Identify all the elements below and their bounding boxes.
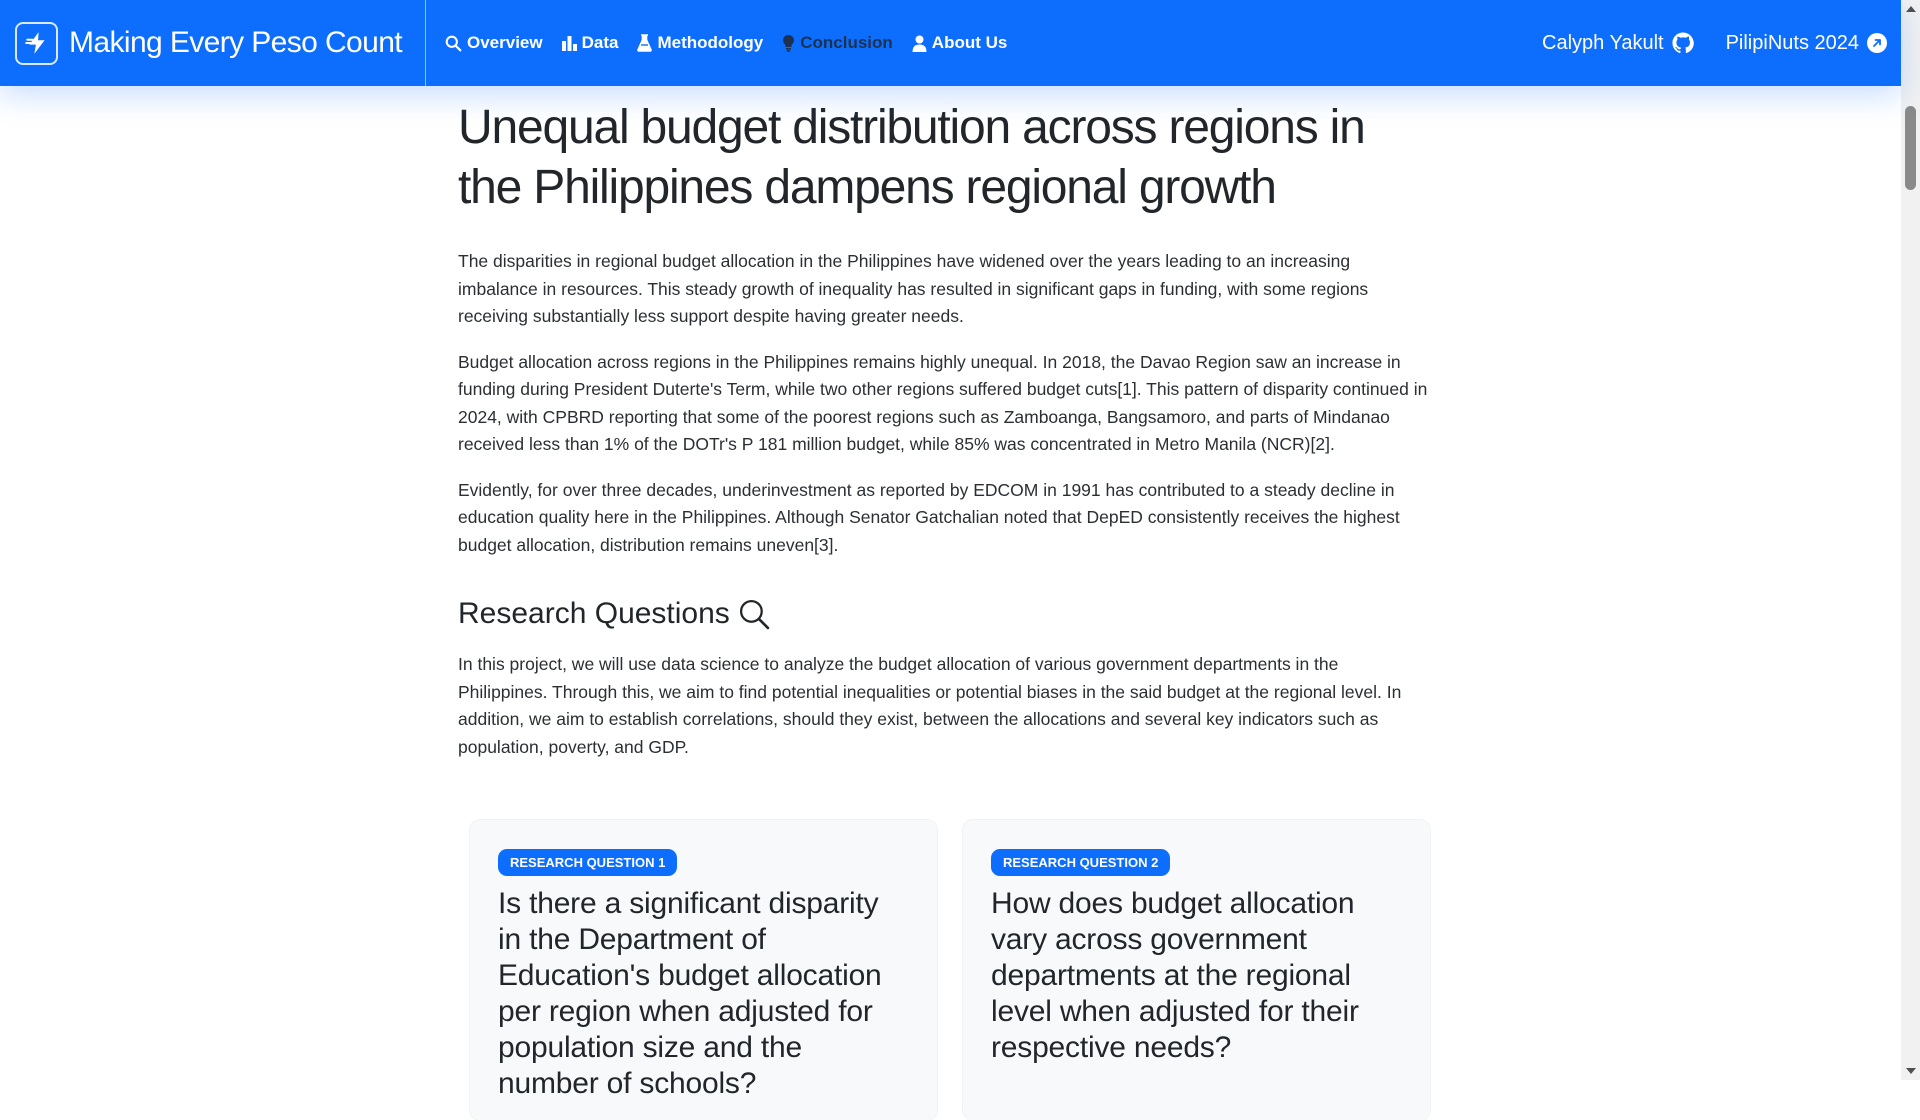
research-question-text-2: How does budget allocation vary across g… — [991, 887, 1359, 1064]
scroll-thumb[interactable] — [1905, 106, 1916, 190]
intro-paragraph-3: Evidently, for over three decades, under… — [458, 479, 1400, 555]
intro-paragraph-2: Budget allocation across regions in the … — [458, 351, 1428, 455]
github-link[interactable]: Calyph Yakult — [1542, 32, 1694, 55]
pilipinuts-link[interactable]: PilipiNuts 2024 — [1726, 32, 1887, 55]
research-questions-intro: In this project, we will use data scienc… — [458, 654, 1402, 757]
brand-name: Making Every Peso Count — [69, 26, 403, 59]
research-questions-heading-text: Research Questions — [458, 597, 730, 630]
navbar: Making Every Peso Count Overview Data Me… — [0, 0, 1901, 86]
research-questions-heading: Research Questions — [458, 597, 1430, 631]
magnifier-icon — [738, 598, 771, 631]
page-title: Unequal budget distribution across regio… — [458, 101, 1366, 214]
research-question-badge-1: RESEARCH QUESTION 1 — [498, 849, 678, 876]
external-link-icon — [1867, 33, 1887, 53]
github-icon — [1672, 32, 1694, 54]
nav-overview[interactable]: Overview — [445, 33, 543, 53]
nav-data-label: Data — [581, 33, 619, 52]
research-question-text-1: Is there a significant disparity in the … — [498, 887, 882, 1100]
brand-link[interactable]: Making Every Peso Count — [0, 0, 426, 86]
main-content: Unequal budget distribution across regio… — [458, 86, 1430, 761]
nav-conclusion-label: Conclusion — [800, 33, 893, 52]
nav-data[interactable]: Data — [561, 33, 619, 53]
scroll-up-arrow-icon[interactable] — [1906, 6, 1916, 12]
nav-methodology-label: Methodology — [657, 33, 764, 52]
research-question-badge-2: RESEARCH QUESTION 2 — [991, 849, 1171, 876]
research-question-cards: RESEARCH QUESTION 1 Is there a significa… — [470, 820, 1430, 1120]
bolt-logo-icon — [15, 21, 58, 65]
nav-conclusion[interactable]: Conclusion — [782, 33, 893, 53]
bar-chart-icon — [561, 35, 577, 51]
nav-overview-label: Overview — [467, 33, 543, 52]
intro-paragraph-1: The disparities in regional budget alloc… — [458, 251, 1369, 326]
flask-icon — [637, 34, 653, 52]
pilipinuts-link-label: PilipiNuts 2024 — [1725, 31, 1859, 54]
nav-about-us-label: About Us — [931, 33, 1008, 52]
nav-links: Overview Data Methodology Conclusion Abo… — [445, 33, 1026, 53]
research-question-card-1: RESEARCH QUESTION 1 Is there a significa… — [470, 820, 937, 1120]
person-icon — [912, 35, 927, 52]
nav-about-us[interactable]: About Us — [912, 33, 1008, 53]
search-icon — [445, 35, 462, 52]
research-question-card-2: RESEARCH QUESTION 2 How does budget allo… — [963, 820, 1430, 1120]
nav-right: Calyph Yakult PilipiNuts 2024 — [1510, 0, 1887, 86]
page-scrollbar[interactable] — [1901, 0, 1920, 1080]
github-link-label: Calyph Yakult — [1542, 31, 1664, 54]
lightbulb-icon — [782, 34, 795, 52]
scroll-down-arrow-icon[interactable] — [1906, 1068, 1916, 1074]
nav-methodology[interactable]: Methodology — [637, 33, 763, 53]
